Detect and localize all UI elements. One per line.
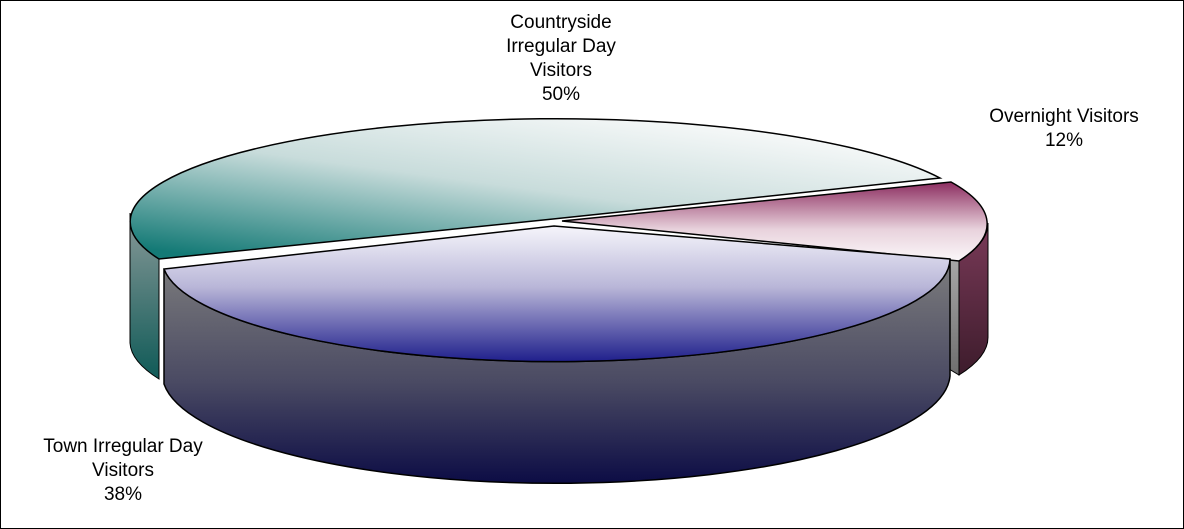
data-label-town-percent: 38% bbox=[103, 484, 143, 505]
data-label-countryside-percent: 50% bbox=[541, 84, 581, 105]
pie-slice-town bbox=[162, 225, 951, 363]
data-label-town-line-2: Visitors bbox=[92, 460, 154, 481]
data-label-town: Town Irregular Day Visitors 38% bbox=[3, 435, 243, 507]
data-label-town-line-1: Town Irregular Day bbox=[43, 436, 203, 457]
data-label-overnight-percent: 12% bbox=[1044, 130, 1084, 151]
pie-slice-overnight bbox=[561, 181, 988, 262]
data-label-overnight-line-1: Overnight Visitors bbox=[989, 106, 1139, 127]
data-label-overnight: Overnight Visitors 12% bbox=[951, 105, 1177, 153]
data-label-countryside-line-3: Visitors bbox=[530, 60, 592, 81]
data-label-countryside-line-1: Countryside bbox=[510, 12, 612, 33]
data-label-countryside: Countryside Irregular Day Visitors 50% bbox=[471, 11, 651, 107]
data-label-countryside-line-2: Irregular Day bbox=[506, 36, 616, 57]
pie-slice-countryside bbox=[129, 117, 943, 260]
